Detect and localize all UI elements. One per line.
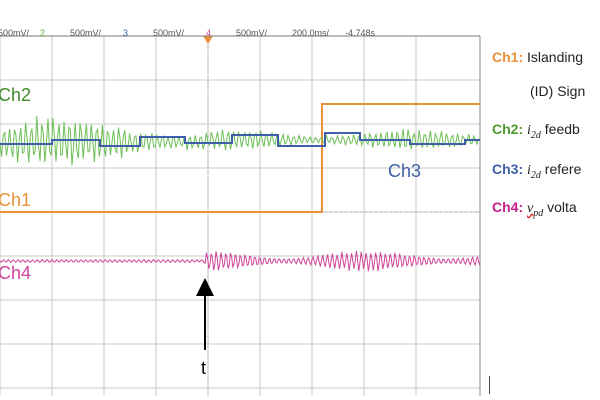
legend-ch4: Ch4: vpd volta bbox=[492, 199, 577, 219]
header-item-4: 500mV/ bbox=[153, 28, 185, 38]
ch4-trace bbox=[0, 250, 481, 272]
legend-ch3-text: refere bbox=[544, 161, 582, 177]
ch2-label: Ch2 bbox=[0, 85, 31, 105]
ch1-label: Ch1 bbox=[0, 190, 31, 210]
ch3-label: Ch3 bbox=[388, 161, 421, 181]
oscilloscope-plot: 500mV/2 500mV/3 500mV/4 500mV/200.0ms/ -4.74… bbox=[0, 28, 481, 396]
header-item-6: 500mV/ bbox=[236, 28, 268, 38]
legend-ch2-subscript: 2d bbox=[530, 129, 541, 141]
header-item-0: 500mV/ bbox=[0, 28, 30, 38]
header-item-3: 3 bbox=[123, 28, 128, 38]
header-item-7: 200.0ms/ bbox=[292, 28, 330, 38]
header-item-5: 4 bbox=[206, 28, 211, 38]
legend-ch4-text: volta bbox=[547, 199, 577, 215]
legend-ch2-symbol: i bbox=[527, 123, 531, 138]
legend-ch3: Ch3: i2d refere bbox=[492, 161, 581, 181]
legend-ch3-key: Ch3: bbox=[492, 161, 524, 177]
legend-ch4-key: Ch4: bbox=[492, 199, 524, 215]
legend-ch3-symbol: i bbox=[527, 163, 531, 178]
ch4-label: Ch4 bbox=[0, 263, 31, 283]
header-item-2: 500mV/ bbox=[70, 28, 102, 38]
channel-settings-bar: 500mV/2 500mV/3 500mV/4 500mV/200.0ms/ -4.74… bbox=[0, 28, 480, 38]
legend-ch3-subscript: 2d bbox=[530, 169, 541, 181]
text-cursor bbox=[489, 376, 490, 394]
grid bbox=[0, 35, 481, 396]
legend-ch1-continuation: (ID) Sign bbox=[530, 83, 586, 99]
legend-ch4-subscript: pd bbox=[533, 207, 544, 219]
legend-ch1: Ch1: Islanding bbox=[492, 49, 583, 65]
trigger-label: t bbox=[201, 358, 206, 378]
header-item-8: -4.748s bbox=[345, 28, 376, 38]
legend-ch2: Ch2: i2d feedb bbox=[492, 121, 580, 141]
ch3-trace bbox=[0, 132, 480, 147]
legend-ch1-key: Ch1: bbox=[492, 49, 524, 65]
legend-ch2-key: Ch2: bbox=[492, 121, 524, 137]
trigger-arrow-head bbox=[196, 278, 214, 296]
ch1-trace bbox=[0, 103, 480, 213]
trigger-arrow bbox=[196, 278, 214, 350]
legend-ch4-symbol: v bbox=[527, 201, 534, 216]
legend-ch1-text: Islanding bbox=[527, 49, 584, 65]
channel-legend: Ch1: Islanding (ID) Sign Ch2: i2d feedb … bbox=[488, 0, 600, 400]
legend-ch2-text: feedb bbox=[544, 121, 580, 137]
header-item-1: 2 bbox=[40, 28, 45, 38]
